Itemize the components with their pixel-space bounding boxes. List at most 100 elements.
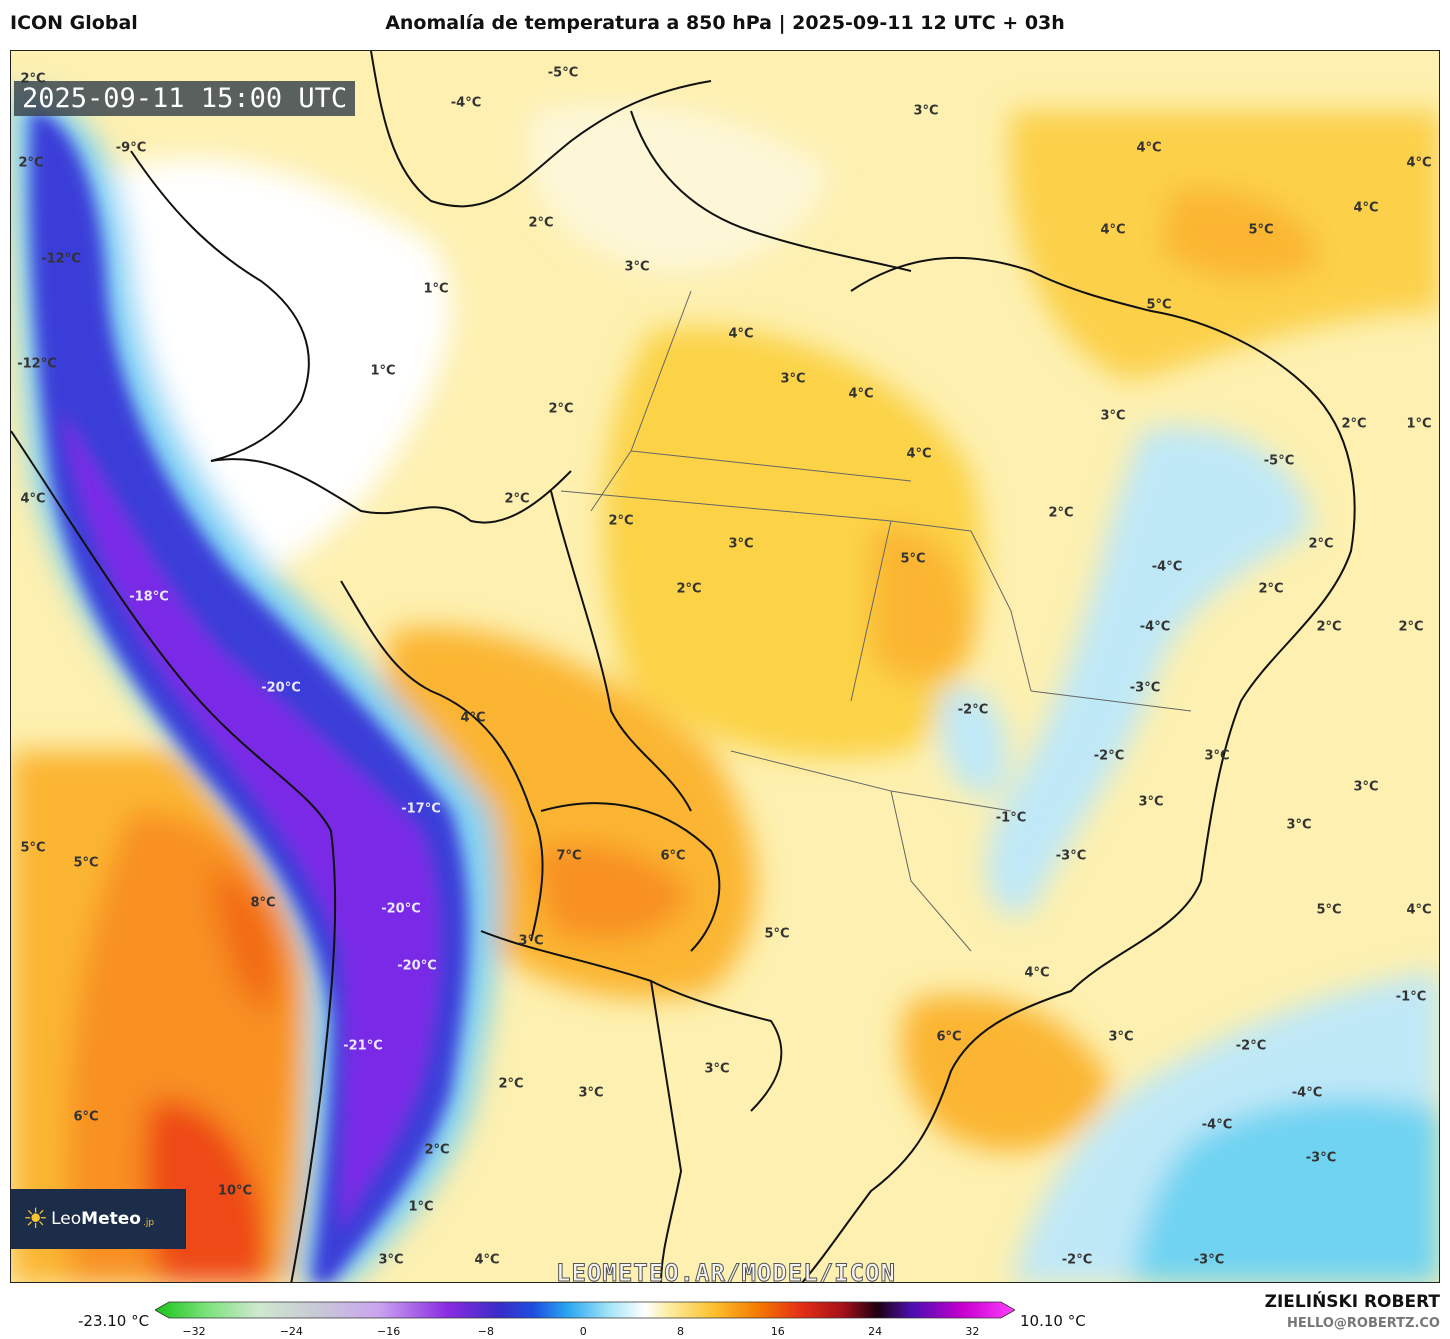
contour-label: 3°C xyxy=(1353,779,1379,795)
contour-label: 1°C xyxy=(408,1199,434,1215)
contour-label: 2°C xyxy=(498,1076,524,1092)
country-borders xyxy=(11,51,1356,1282)
colorbar-min-label: -23.10 °C xyxy=(78,1312,150,1330)
anomaly-map: 2025-09-11 15:00 UTC 2°C -5°C -4°C -9°C 3°C 4… xyxy=(10,50,1440,1283)
colorbar-tick: −32 xyxy=(182,1325,206,1338)
model-name: ICON Global xyxy=(10,12,138,34)
contour-label: -9°C xyxy=(115,140,147,156)
contour-label: 3°C xyxy=(1286,817,1312,833)
contour-label: 4°C xyxy=(1136,140,1162,156)
contour-label: 2°C xyxy=(18,155,44,171)
chart-title: Anomalía de temperatura a 850 hPa | 2025… xyxy=(385,12,1065,34)
colorbar-max-label: 10.10 °C xyxy=(1020,1312,1086,1330)
logo-suffix: .jp xyxy=(142,1218,155,1228)
contour-label: -17°C xyxy=(401,801,441,817)
contour-label: 3°C xyxy=(578,1085,604,1101)
author-credit: ZIELIŃSKI ROBERT xyxy=(1264,1292,1440,1312)
colorbar-tick: −24 xyxy=(279,1325,303,1338)
contour-label: -5°C xyxy=(1263,453,1295,469)
contour-label: 2°C xyxy=(676,581,702,597)
contour-label: 5°C xyxy=(1316,902,1342,918)
contour-label: -12°C xyxy=(17,356,57,372)
contour-label: -1°C xyxy=(995,810,1027,826)
contour-label: 2°C xyxy=(1341,416,1367,432)
contour-label: 2°C xyxy=(608,513,634,529)
contour-label: 4°C xyxy=(460,710,486,726)
colorbar-tick: 16 xyxy=(770,1325,785,1338)
contour-label: 4°C xyxy=(1406,902,1432,918)
contour-label: 5°C xyxy=(900,551,926,567)
contour-label: 2°C xyxy=(548,401,574,417)
logo-text: LeoMeteo xyxy=(51,1209,141,1229)
contour-label: 2°C xyxy=(1398,619,1424,635)
contour-label: -18°C xyxy=(129,589,169,605)
colorbar xyxy=(155,1301,1015,1319)
contour-label: 10°C xyxy=(217,1183,253,1199)
leometeo-logo: ☀ LeoMeteo .jp xyxy=(11,1189,186,1249)
contour-label: -21°C xyxy=(343,1038,383,1054)
contour-label: 2°C xyxy=(528,215,554,231)
contour-label: 8°C xyxy=(250,895,276,911)
contour-label: 3°C xyxy=(624,259,650,275)
colorbar-tick: −8 xyxy=(477,1325,494,1338)
contour-label: -4°C xyxy=(1151,559,1183,575)
contour-label: 5°C xyxy=(764,926,790,942)
contour-label: -20°C xyxy=(381,901,421,917)
contour-label: 4°C xyxy=(1353,200,1379,216)
contour-label: -2°C xyxy=(957,702,989,718)
colorbar-tick: 32 xyxy=(965,1325,980,1338)
author-email[interactable]: HELLO@ROBERTZ.CO xyxy=(1286,1316,1440,1331)
contour-label: -3°C xyxy=(1305,1150,1337,1166)
map-canvas xyxy=(11,51,1439,1282)
contour-label: -2°C xyxy=(1235,1038,1267,1054)
timestamp-badge: 2025-09-11 15:00 UTC xyxy=(14,81,356,116)
contour-label: -4°C xyxy=(1291,1085,1323,1101)
contour-label: -20°C xyxy=(397,958,437,974)
contour-label: 3°C xyxy=(913,103,939,119)
contour-label: 5°C xyxy=(20,840,46,856)
colorbar-tick: −16 xyxy=(376,1325,401,1338)
contour-label: -3°C xyxy=(1129,680,1161,696)
contour-label: 5°C xyxy=(1248,222,1274,238)
contour-label: 4°C xyxy=(728,326,754,342)
contour-label: 2°C xyxy=(20,71,46,87)
contour-label: 2°C xyxy=(424,1142,450,1158)
colorbar-tick: 8 xyxy=(677,1325,684,1338)
colorbar-tick: 24 xyxy=(868,1325,883,1338)
contour-label: -1°C xyxy=(1395,989,1427,1005)
contour-label: 4°C xyxy=(1406,155,1432,171)
contour-label: -5°C xyxy=(547,65,579,81)
contour-label: 2°C xyxy=(1308,536,1334,552)
contour-label: 1°C xyxy=(423,281,449,297)
contour-label: 3°C xyxy=(1100,408,1126,424)
contour-label: 3°C xyxy=(1138,794,1164,810)
contour-label: 3°C xyxy=(518,933,544,949)
contour-label: 4°C xyxy=(1024,965,1050,981)
contour-label: 2°C xyxy=(504,491,530,507)
contour-label: 6°C xyxy=(660,848,686,864)
contour-label: 2°C xyxy=(1316,619,1342,635)
andes-core xyxy=(29,111,469,1282)
contour-label: 4°C xyxy=(474,1252,500,1268)
contour-label: 3°C xyxy=(1204,748,1230,764)
contour-label: 3°C xyxy=(728,536,754,552)
watermark: LEOMETEO.AR/MODEL/ICON xyxy=(556,1259,896,1283)
contour-label: -4°C xyxy=(1139,619,1171,635)
contour-label: 3°C xyxy=(704,1061,730,1077)
contour-label: 3°C xyxy=(1108,1029,1134,1045)
contour-label: 4°C xyxy=(906,446,932,462)
contour-label: -20°C xyxy=(261,680,301,696)
sun-icon: ☀ xyxy=(23,1202,49,1235)
contour-label: -4°C xyxy=(1201,1117,1233,1133)
contour-label: -2°C xyxy=(1093,748,1125,764)
contour-label: 2°C xyxy=(1258,581,1284,597)
colorbar-tick: 0 xyxy=(579,1325,587,1338)
contour-label: -3°C xyxy=(1193,1252,1225,1268)
state-borders xyxy=(560,290,1192,952)
contour-label: 5°C xyxy=(1146,297,1172,313)
contour-label: 1°C xyxy=(1406,416,1432,432)
contour-label: -4°C xyxy=(450,95,482,111)
contour-label: 1°C xyxy=(370,363,396,379)
contour-label: 5°C xyxy=(73,855,99,871)
contour-label: 7°C xyxy=(556,848,582,864)
